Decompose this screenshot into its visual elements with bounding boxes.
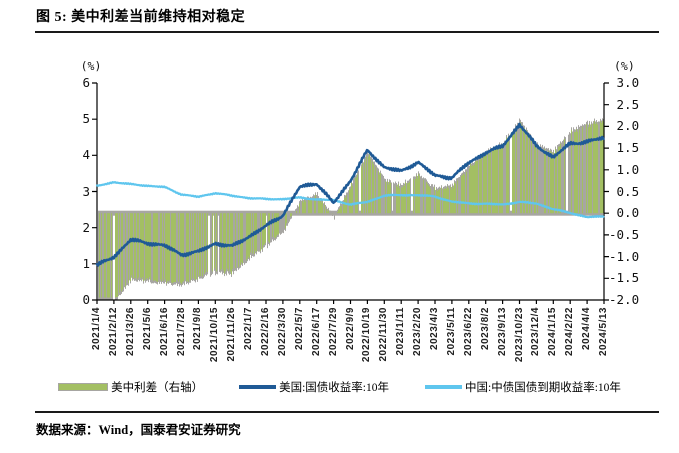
x-axis-tick-label: 2024/2/22	[564, 307, 576, 356]
left-axis-tick: 5	[82, 111, 90, 127]
x-axis-tick-label: 2024/1/15	[547, 307, 559, 356]
x-axis-tick-label: 2021/1/4	[91, 307, 102, 350]
right-axis-tick: -2.0	[609, 292, 640, 307]
us-line-swatch-icon	[239, 385, 277, 389]
right-axis-tick: 1.5	[609, 140, 640, 156]
right-axis-unit: (%)	[614, 59, 635, 73]
x-axis-tick-label: 2021/11/26	[226, 307, 238, 362]
x-axis-tick-label: 2021/7/28	[175, 307, 187, 356]
right-axis-tick: 0.5	[609, 183, 640, 199]
x-axis-tick-label: 2023/9/13	[496, 307, 508, 356]
x-axis-tick-label: 2023/1/11	[395, 307, 407, 356]
legend-item-us: 美国:国债收益率:10年	[239, 379, 389, 395]
x-axis-tick-label: 2021/9/8	[192, 307, 204, 350]
x-axis-tick-label: 2023/4/3	[429, 307, 440, 350]
x-axis-tick-label: 2022/3/30	[276, 307, 288, 356]
footer-divider	[35, 411, 659, 413]
right-axis-tick: -1.5	[609, 270, 640, 286]
x-axis-tick-label: 2023/12/4	[530, 307, 542, 356]
left-axis-unit: (%)	[80, 59, 102, 73]
x-axis-tick-label: 2021/10/15	[209, 307, 221, 363]
right-axis-tick: 1.0	[609, 161, 640, 177]
legend-item-china: 中国:中债国债到期收益率:10年	[425, 379, 621, 395]
legend-item-spread: 美中利差（右轴）	[58, 379, 203, 395]
spread-bar-swatch-icon	[58, 383, 109, 391]
x-axis-tick-label: 2024/4/4	[581, 307, 593, 350]
x-axis-tick-label: 2021/5/6	[141, 307, 153, 350]
left-axis-tick: 6	[82, 75, 90, 90]
x-axis-tick-label: 2022/2/16	[260, 307, 271, 356]
x-axis-tick-label: 2022/1/7	[243, 307, 255, 350]
left-axis-tick: 4	[82, 147, 90, 163]
right-axis-tick: 2.0	[609, 118, 640, 134]
x-axis-tick-label: 2021/2/12	[107, 307, 119, 356]
left-axis-tick: 2	[82, 219, 90, 235]
chart-legend: 美中利差（右轴） 美国:国债收益率:10年 中国:中债国债到期收益率:10年	[0, 379, 679, 395]
x-axis-tick-label: 2023/6/22	[462, 307, 474, 356]
right-axis-tick: 0.0	[609, 205, 640, 221]
legend-label-spread: 美中利差（右轴）	[111, 382, 204, 394]
right-axis-tick: 3.0	[609, 75, 640, 90]
x-axis-tick-label: 2023/8/2	[479, 307, 491, 350]
left-axis-tick: 0	[82, 292, 90, 307]
right-axis-tick: 2.5	[609, 96, 640, 112]
x-axis-tick-label: 2023/10/23	[513, 307, 525, 363]
x-axis-tick-label: 2022/9/9	[344, 307, 356, 350]
x-axis-tick-label: 2024/5/13	[598, 307, 609, 356]
x-axis-tick-label: 2022/5/7	[293, 307, 305, 350]
legend-label-china: 中国:中债国债到期收益率:10年	[465, 382, 621, 394]
x-axis-tick-label: 2022/10/19	[361, 307, 373, 363]
left-axis-tick: 3	[82, 183, 90, 199]
x-axis-tick-label: 2023/2/20	[412, 307, 424, 356]
x-axis-tick-label: 2023/5/11	[445, 307, 457, 356]
right-axis-tick: -1.0	[609, 248, 640, 264]
legend-label-us: 美国:国债收益率:10年	[279, 382, 389, 394]
x-axis-tick-label: 2022/11/30	[378, 307, 390, 362]
x-axis-tick-label: 2021/3/26	[124, 307, 136, 356]
left-axis-tick: 1	[82, 255, 90, 271]
x-axis-tick-label: 2022/7/29	[327, 307, 339, 356]
china-line-swatch-icon	[425, 385, 462, 389]
right-axis-tick: -0.5	[609, 226, 640, 242]
data-source-note: 数据来源：Wind，国泰君安证券研究	[36, 423, 241, 437]
x-axis-tick-label: 2021/6/16	[158, 307, 170, 356]
x-axis-tick-label: 2022/6/17	[310, 307, 322, 356]
